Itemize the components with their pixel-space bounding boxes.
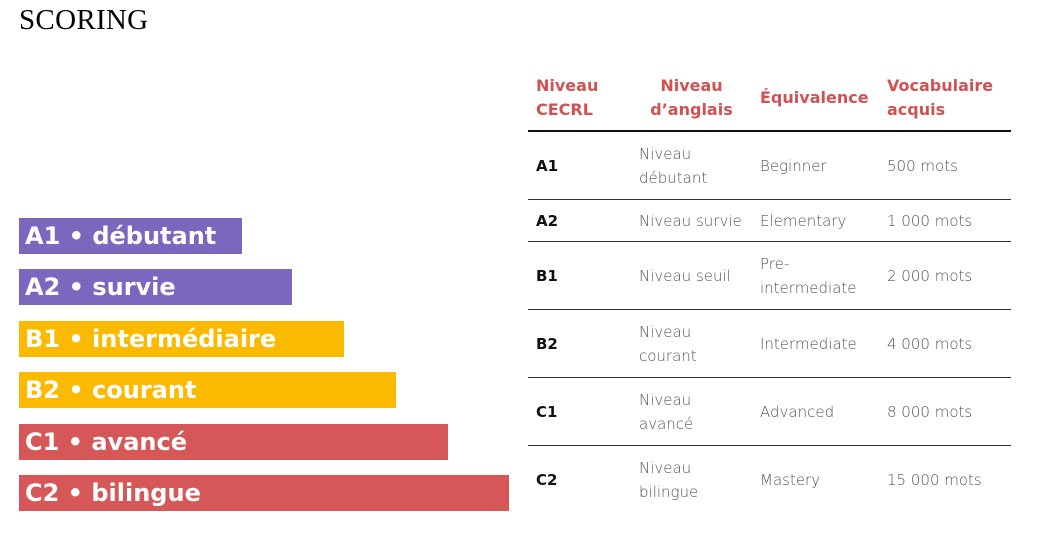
cell-level: A2: [528, 199, 631, 242]
level-bar-b2: B2 • courant: [19, 372, 396, 408]
table-header-row: Niveau CECRL Niveau d’anglais Équivalenc…: [528, 68, 1011, 132]
cell-equivalence: Mastery: [760, 470, 821, 489]
cell-vocabulaire: 4 000 mots: [879, 309, 1011, 378]
header-niveau-anglais: Niveau d’anglais: [631, 68, 752, 132]
cell-vocabulaire: 1 000 mots: [879, 199, 1011, 242]
cell-niveau: Niveau avancé: [631, 377, 752, 446]
cefr-table: Niveau CECRL Niveau d’anglais Équivalenc…: [528, 68, 1011, 513]
level-bar-a1: A1 • débutant: [19, 218, 242, 254]
table-row: A2 Niveau survie Elementary 1 000 mots: [528, 199, 1011, 242]
cell-niveau: Niveau débutant: [631, 131, 752, 200]
table-row: B1 Niveau seuil Pre-intermediate 2 000 m…: [528, 241, 1011, 310]
cell-equivalence: Pre-intermediate: [752, 241, 879, 310]
cell-level: C1: [528, 377, 631, 446]
cell-level: C2: [536, 470, 558, 489]
level-bar-c1: C1 • avancé: [19, 424, 448, 460]
table-row: A1 Niveau débutant Beginner 500 mots: [528, 131, 1011, 200]
cell-level: B1: [528, 241, 631, 310]
cell-niveau: Niveau bilingue: [639, 458, 699, 501]
table-row: C2 Niveau bilingue Mastery 15 000 mots: [528, 446, 1011, 514]
cell-vocabulaire: 500 mots: [879, 131, 1011, 200]
level-bar-c2: C2 • bilingue: [19, 475, 509, 511]
header-equivalence: Équivalence: [752, 68, 879, 132]
cell-vocabulaire: 2 000 mots: [879, 241, 1011, 310]
cell-equivalence: Elementary: [752, 199, 879, 242]
cell-equivalence: Beginner: [752, 131, 879, 200]
cell-vocabulaire: 8 000 mots: [879, 377, 1011, 446]
header-cecrl: Niveau CECRL: [528, 68, 631, 132]
cell-vocabulaire: 15 000 mots: [887, 470, 982, 489]
table-row: B2 Niveau courant Intermediate 4 000 mot…: [528, 309, 1011, 378]
cell-equivalence: Intermediate: [752, 309, 879, 378]
cell-level: A1: [528, 131, 631, 200]
header-vocabulaire: Vocabulaire acquis: [879, 68, 1011, 132]
cell-niveau: Niveau courant: [631, 309, 752, 378]
cell-niveau: Niveau seuil: [631, 241, 752, 310]
table-row: C1 Niveau avancé Advanced 8 000 mots: [528, 377, 1011, 446]
cell-niveau: Niveau survie: [631, 199, 752, 242]
cell-level: B2: [528, 309, 631, 378]
cell-equivalence: Advanced: [752, 377, 879, 446]
level-bar-a2: A2 • survie: [19, 269, 292, 305]
level-bar-b1: B1 • intermédiaire: [19, 321, 344, 357]
page-title: SCORING: [19, 4, 149, 36]
